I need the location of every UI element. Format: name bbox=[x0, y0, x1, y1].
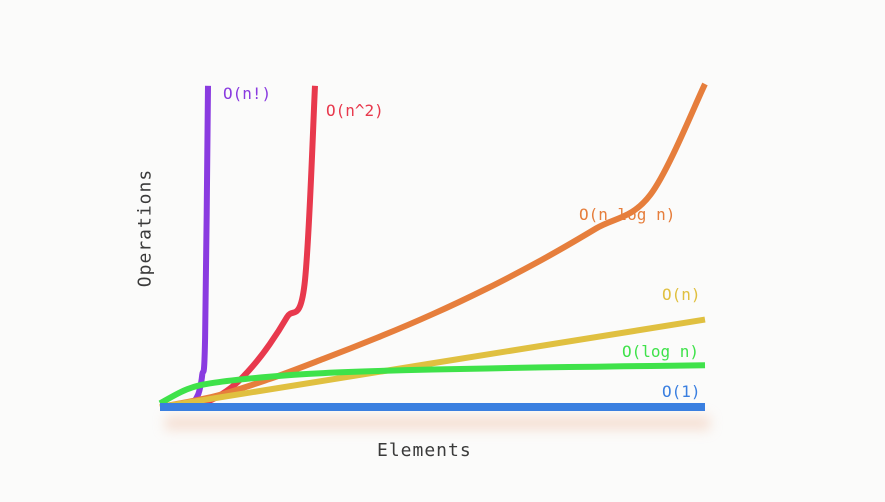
series-label-o-n-: O(n) bbox=[662, 285, 701, 304]
series-line-o-log-n- bbox=[158, 362, 706, 407]
series-line-o-n- bbox=[159, 316, 706, 410]
series-label-o-n-2-: O(n^2) bbox=[326, 101, 384, 120]
baseline-shadow-blur bbox=[165, 416, 710, 430]
baseline-shadow bbox=[165, 416, 710, 430]
y-axis-label: Operations bbox=[134, 168, 156, 288]
series-label-o-log-n-: O(log n) bbox=[622, 342, 699, 361]
series-label-o-n-: O(n!) bbox=[223, 84, 271, 103]
series-label-o-1-: O(1) bbox=[662, 382, 701, 401]
series-label-o-n-log-n-: O(n log n) bbox=[579, 205, 675, 224]
series-labels: O(n!) O(n^2) O(n log n) O(n) O(log n) O(1) bbox=[223, 84, 701, 401]
series-line-o-n- bbox=[181, 85, 211, 410]
series-lines bbox=[158, 82, 708, 412]
x-axis-label: Elements bbox=[377, 440, 472, 461]
series-line-o-n-log-n- bbox=[159, 82, 708, 410]
